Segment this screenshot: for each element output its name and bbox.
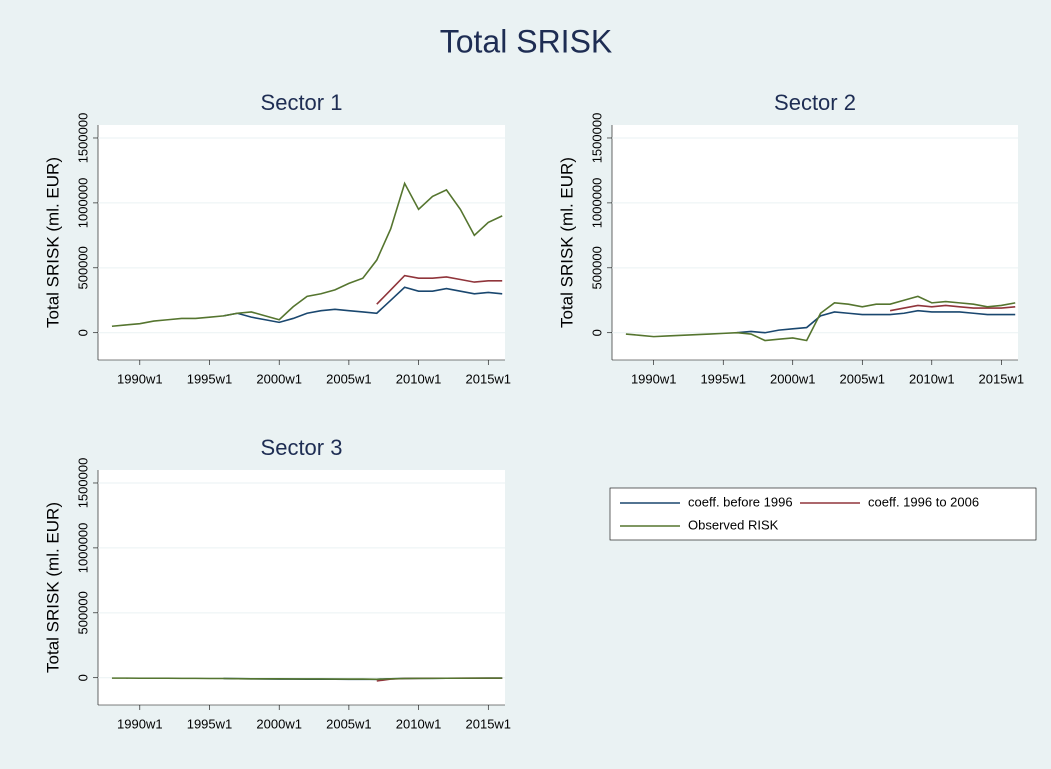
- y-axis-label: Total SRISK (ml. EUR): [43, 157, 62, 328]
- panel-title: Sector 3: [261, 435, 343, 460]
- panel-title: Sector 1: [261, 90, 343, 115]
- figure-title: Total SRISK: [440, 23, 613, 59]
- series-line: [223, 286, 503, 324]
- y-tick-label: 500000: [75, 591, 90, 634]
- plot-area: [98, 125, 505, 360]
- series-line: [111, 181, 503, 328]
- legend-label: coeff. 1996 to 2006: [868, 494, 979, 509]
- y-tick-label: 0: [75, 674, 90, 681]
- x-tick-label: 2000w1: [256, 371, 302, 386]
- y-tick-label: 1500000: [75, 458, 90, 509]
- y-tick-label: 1000000: [75, 178, 90, 229]
- y-axis-label: Total SRISK (ml. EUR): [43, 502, 62, 673]
- x-tick-label: 2010w1: [396, 716, 442, 731]
- legend-label: Observed RISK: [688, 517, 779, 532]
- x-tick-label: 1995w1: [187, 716, 233, 731]
- x-tick-label: 1990w1: [117, 371, 163, 386]
- series-line: [889, 304, 1016, 312]
- legend: [609, 487, 1037, 541]
- series-line: [111, 677, 503, 681]
- y-tick-label: 1000000: [75, 523, 90, 574]
- x-tick-label: 1990w1: [631, 371, 677, 386]
- x-tick-label: 2000w1: [770, 371, 816, 386]
- plot-area: [98, 470, 505, 705]
- x-tick-label: 2000w1: [256, 716, 302, 731]
- y-tick-label: 0: [75, 329, 90, 336]
- y-tick-label: 1500000: [589, 113, 604, 164]
- x-tick-label: 1995w1: [700, 371, 746, 386]
- x-tick-label: 2010w1: [909, 371, 955, 386]
- x-tick-label: 2015w1: [979, 371, 1025, 386]
- x-tick-label: 2015w1: [466, 716, 512, 731]
- x-tick-label: 2005w1: [840, 371, 886, 386]
- series-line: [737, 309, 1016, 334]
- y-tick-label: 500000: [75, 246, 90, 289]
- y-axis-label: Total SRISK (ml. EUR): [557, 157, 576, 328]
- y-tick-label: 500000: [589, 246, 604, 289]
- x-tick-label: 2010w1: [396, 371, 442, 386]
- x-tick-label: 2005w1: [326, 716, 372, 731]
- series-line: [625, 295, 1016, 342]
- x-tick-label: 1990w1: [117, 716, 163, 731]
- legend-label: coeff. before 1996: [688, 494, 793, 509]
- panel-title: Sector 2: [774, 90, 856, 115]
- y-tick-label: 1500000: [75, 113, 90, 164]
- x-tick-label: 2005w1: [326, 371, 372, 386]
- y-tick-label: 1000000: [589, 178, 604, 229]
- x-tick-label: 1995w1: [187, 371, 233, 386]
- x-tick-label: 2015w1: [466, 371, 512, 386]
- series-line: [376, 274, 503, 305]
- y-tick-label: 0: [589, 329, 604, 336]
